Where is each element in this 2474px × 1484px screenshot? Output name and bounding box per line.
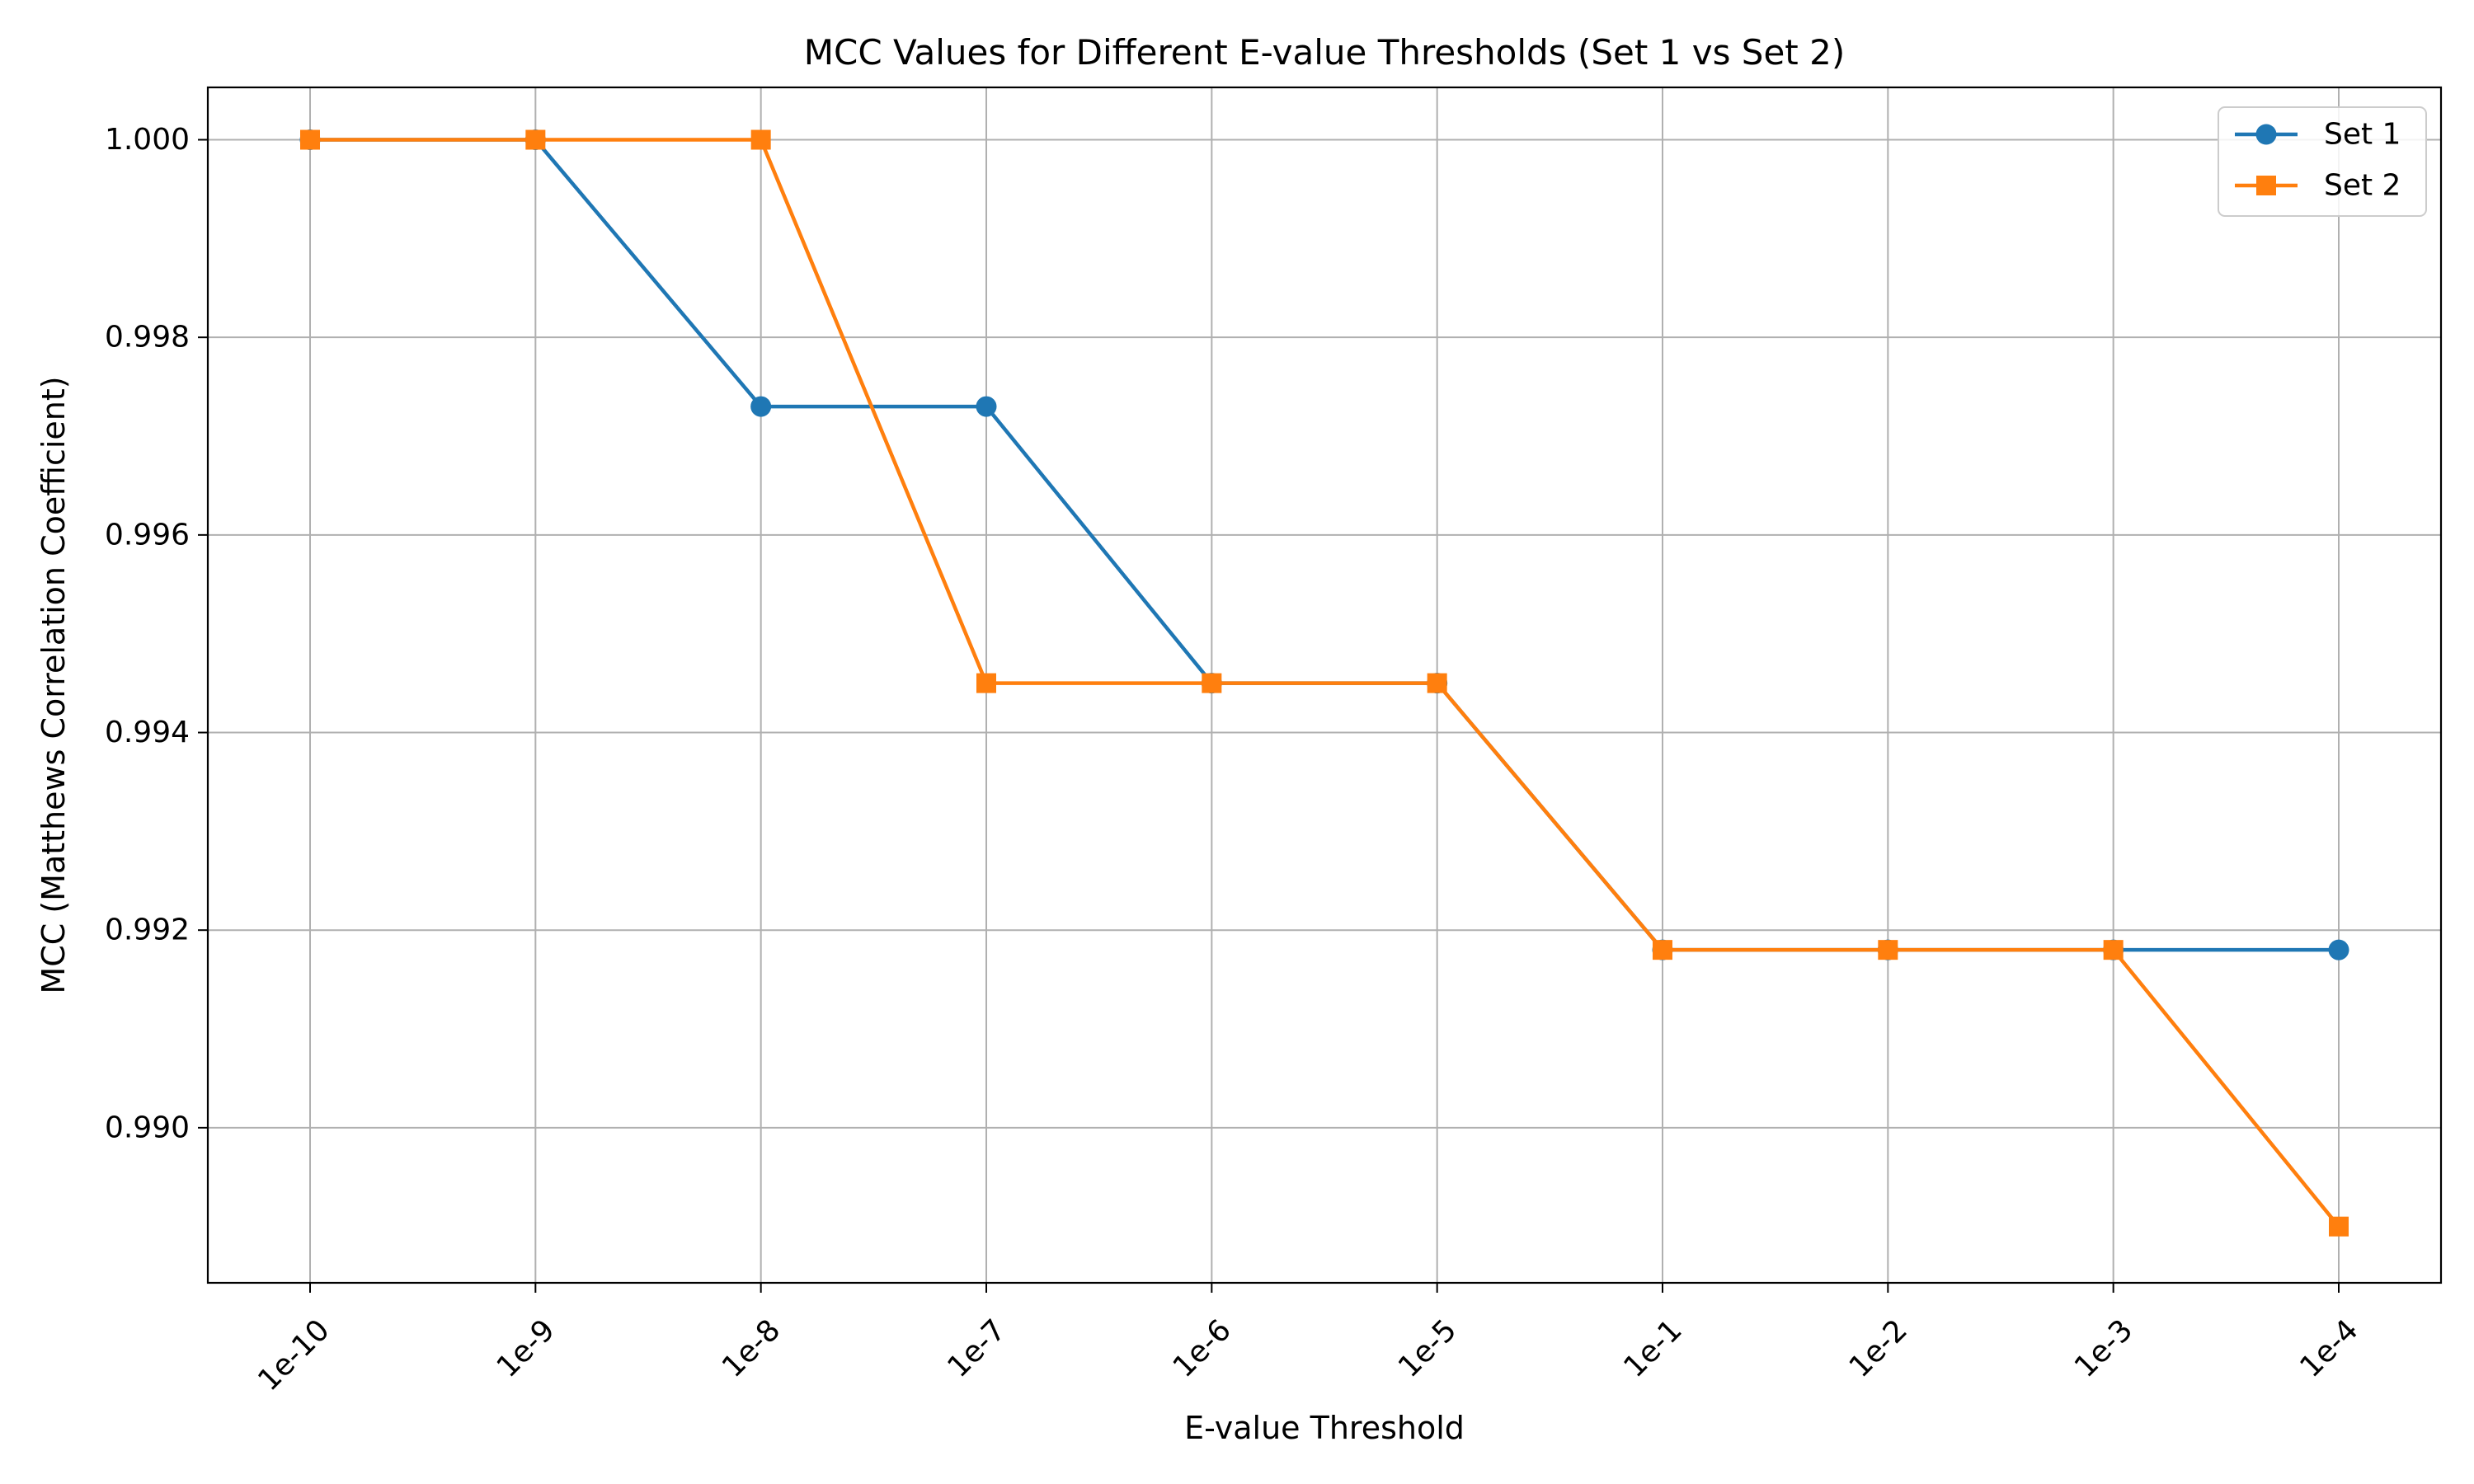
chart-title: MCC Values for Different E-value Thresho… — [804, 32, 1845, 73]
series-layer — [299, 129, 2349, 1237]
legend-item: Set 2 — [2235, 169, 2401, 203]
y-axis-ticks: 0.990 0.992 0.994 0.996 0.998 1.000 — [105, 123, 208, 1144]
data-point — [525, 129, 546, 150]
series-line — [310, 138, 2340, 1228]
data-point — [2329, 1216, 2349, 1237]
data-point — [2103, 940, 2124, 960]
data-point — [2328, 939, 2349, 960]
series-2 — [300, 129, 2349, 1237]
data-point — [1653, 940, 1672, 960]
legend-marker — [2255, 124, 2277, 145]
legend-item: Set 1 — [2235, 118, 2401, 152]
data-point — [976, 673, 996, 693]
y-tick-label: 0.994 — [105, 716, 190, 749]
data-point — [750, 129, 771, 150]
y-axis-label: MCC (Matthews Correlation Coefficient) — [35, 376, 72, 993]
y-tick-label: 0.996 — [105, 518, 190, 552]
data-point — [976, 396, 997, 417]
data-point — [1878, 940, 1898, 960]
legend: Set 1 Set 2 — [2218, 106, 2427, 217]
y-tick-label: 0.998 — [105, 321, 190, 355]
legend-marker — [2256, 176, 2276, 195]
legend-label: Set 1 — [2324, 118, 2401, 152]
x-axis-label: E-value Threshold — [1184, 1410, 1465, 1446]
data-point — [1427, 673, 1447, 693]
data-point — [750, 396, 772, 417]
y-tick-label: 1.000 — [105, 123, 190, 157]
y-tick-label: 0.992 — [105, 913, 190, 947]
plot-frame — [206, 86, 2443, 1284]
legend-label: Set 2 — [2324, 169, 2401, 203]
data-point — [1202, 673, 1222, 693]
y-tick-label: 0.990 — [105, 1111, 190, 1144]
data-point — [300, 129, 320, 150]
